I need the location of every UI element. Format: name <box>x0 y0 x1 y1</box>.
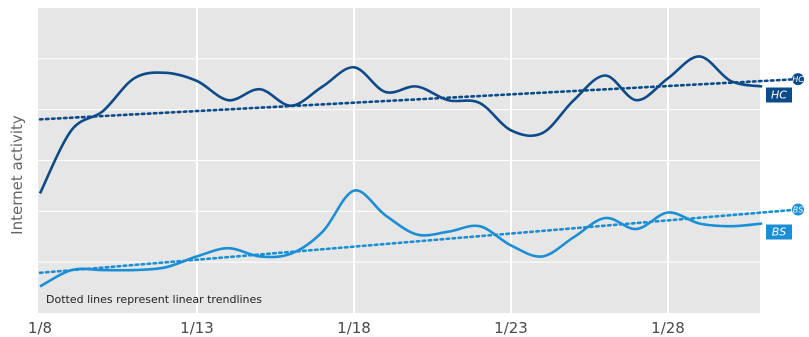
series-line-bs <box>39 189 763 288</box>
series-line-hc <box>38 55 763 194</box>
trendline-end-marker-label-bs: BS <box>793 206 804 215</box>
trendline-end-marker-hc <box>792 73 804 86</box>
series-group: HC HC BS BS <box>38 55 804 288</box>
x-tick-label: 1/23 <box>494 319 528 337</box>
series-tag-box-hc <box>766 87 792 103</box>
x-tick-labels: 1/8 1/13 1/18 1/23 1/28 <box>28 319 685 337</box>
trendline-bs <box>38 208 800 275</box>
trendline-end-marker-label-hc: HC <box>792 75 804 84</box>
horizontal-gridlines <box>38 58 760 263</box>
x-tick-label: 1/8 <box>28 319 52 337</box>
vertical-gridlines <box>196 8 669 313</box>
trendline-end-marker-bs <box>792 203 804 216</box>
series-tag-label-bs: BS <box>772 226 787 239</box>
trendline-note: Dotted lines represent linear trendlines <box>46 293 262 306</box>
y-axis-label: Internet activity <box>8 115 26 235</box>
x-tick-label: 1/28 <box>651 319 685 337</box>
series-tag-box-bs <box>766 224 792 240</box>
series-tag-label-hc: HC <box>771 89 787 102</box>
x-tick-label: 1/18 <box>337 319 371 337</box>
trendline-hc <box>38 77 800 121</box>
x-tick-label: 1/13 <box>180 319 214 337</box>
